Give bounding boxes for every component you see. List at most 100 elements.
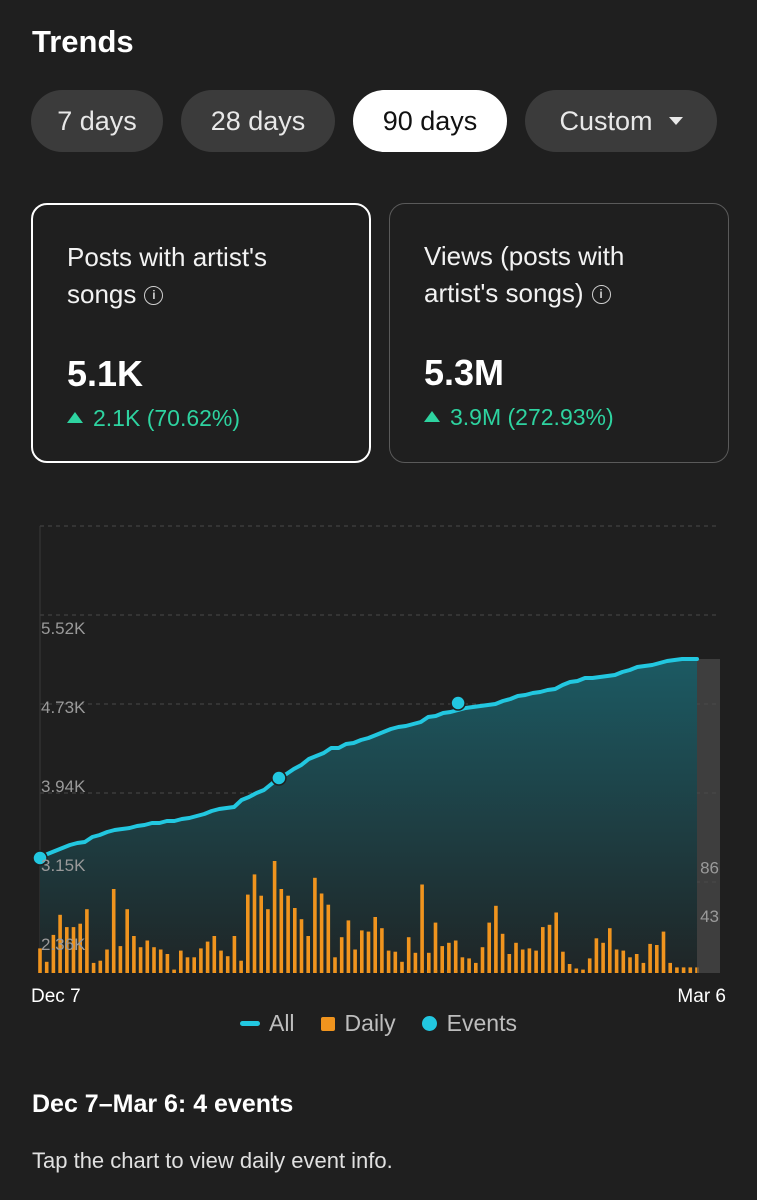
daily-bar <box>400 961 404 973</box>
x-start-label: Dec 7 <box>31 986 81 1007</box>
daily-bar <box>661 931 666 973</box>
legend-all[interactable]: All <box>239 1010 295 1037</box>
card-change: 2.1K (70.62%) <box>67 405 240 432</box>
y-tick-label: 4.73K <box>41 698 86 717</box>
triangle-up-icon <box>424 411 440 422</box>
posts-metric-card[interactable]: Posts with artist's songs i 5.1K 2.1K (70… <box>31 203 371 463</box>
daily-bar <box>78 923 82 973</box>
card-label-line2: artist's songs) <box>424 278 584 308</box>
daily-bar <box>38 948 42 973</box>
y-tick-label: 3.15K <box>41 856 86 875</box>
y-tick-label: 5.52K <box>41 619 86 638</box>
daily-bar <box>212 936 217 973</box>
daily-bar <box>91 962 96 973</box>
daily-bar <box>487 922 491 973</box>
daily-bar <box>393 951 398 973</box>
tab-28-days[interactable]: 28 days <box>181 90 335 152</box>
triangle-up-icon <box>67 412 83 423</box>
daily-bar <box>601 942 605 973</box>
right-tick-label: 43 <box>700 907 719 926</box>
event-marker <box>271 770 287 786</box>
legend-all-label: All <box>268 1010 295 1036</box>
daily-bar <box>594 938 599 973</box>
daily-bar <box>179 950 183 973</box>
tab-custom[interactable]: Custom <box>525 90 717 152</box>
card-label-line1: Views (posts with <box>424 241 625 271</box>
daily-bar <box>353 949 357 973</box>
card-change-value: 2.1K (70.62%) <box>93 405 241 431</box>
daily-bar <box>71 927 76 973</box>
tab-7-days[interactable]: 7 days <box>31 90 163 152</box>
line-swatch-icon <box>239 1021 260 1026</box>
square-swatch-icon <box>320 1016 335 1031</box>
tab-label: 7 days <box>57 105 137 136</box>
chart-legend: All Daily Events <box>0 1010 757 1037</box>
daily-bar <box>65 927 69 973</box>
event-marker <box>450 695 466 711</box>
card-label-line1: Posts with artist's <box>67 242 268 272</box>
daily-bar <box>366 931 371 973</box>
tab-label: Custom <box>559 105 653 136</box>
daily-bar <box>165 954 170 973</box>
card-label: Posts with artist's songs i <box>67 239 337 313</box>
page-title: Trends <box>32 24 134 59</box>
daily-bar <box>587 958 592 973</box>
daily-bar <box>319 893 324 973</box>
daily-bar <box>507 954 512 973</box>
daily-bar <box>192 957 196 973</box>
legend-events-label: Events <box>446 1010 517 1036</box>
daily-bar <box>138 947 143 973</box>
daily-bar <box>199 948 203 973</box>
daily-bar <box>105 949 109 973</box>
daily-bar <box>259 895 263 973</box>
daily-bar <box>333 957 337 973</box>
daily-bar <box>688 967 693 973</box>
trend-chart[interactable]: 5.52K 4.73K 3.94K 3.15K 2.36K 86 43 Dec 7 Mar … <box>0 500 757 1010</box>
views-metric-card[interactable]: Views (posts with artist's songs) i 5.3M … <box>389 203 729 463</box>
legend-daily[interactable]: Daily <box>320 1010 396 1037</box>
daily-bar <box>85 909 89 973</box>
daily-bar <box>172 969 176 973</box>
daily-bar <box>574 968 579 973</box>
daily-bar <box>675 967 679 973</box>
legend-events[interactable]: Events <box>421 1010 517 1037</box>
daily-bar <box>494 905 498 973</box>
daily-bar <box>668 962 672 973</box>
daily-bar <box>547 924 552 973</box>
daily-bar <box>567 964 572 973</box>
info-icon[interactable]: i <box>144 286 164 305</box>
daily-bar <box>339 937 344 973</box>
daily-bar <box>286 895 290 973</box>
events-summary: Dec 7–Mar 6: 4 events <box>32 1090 294 1118</box>
daily-bar <box>185 957 190 973</box>
daily-bar <box>527 948 532 973</box>
daily-bar <box>427 952 431 973</box>
card-label: Views (posts with artist's songs) i <box>424 238 696 312</box>
daily-bar <box>520 949 525 973</box>
daily-bar <box>420 884 424 973</box>
daily-bar <box>299 919 304 973</box>
daily-bar <box>118 946 123 973</box>
caret-down-icon <box>668 117 683 125</box>
daily-bar <box>534 950 538 973</box>
daily-bar <box>433 922 438 973</box>
daily-bar <box>98 960 103 973</box>
daily-bar <box>474 962 478 973</box>
daily-bar <box>152 947 156 973</box>
daily-bar <box>279 889 284 973</box>
daily-bar <box>386 950 391 973</box>
daily-bar <box>648 943 652 973</box>
tab-90-days[interactable]: 90 days <box>353 90 507 152</box>
card-change: 3.9M (272.93%) <box>424 404 614 431</box>
tab-label: 28 days <box>210 105 306 136</box>
daily-bar <box>158 949 163 973</box>
daily-bar <box>239 960 243 973</box>
daily-bar <box>58 914 62 973</box>
daily-bar <box>614 949 619 973</box>
daily-bar <box>373 917 377 973</box>
info-icon[interactable]: i <box>591 285 611 304</box>
daily-bar <box>266 909 270 973</box>
daily-bar <box>306 936 310 973</box>
daily-bar <box>132 936 136 973</box>
right-tick-label: 86 <box>700 859 719 878</box>
